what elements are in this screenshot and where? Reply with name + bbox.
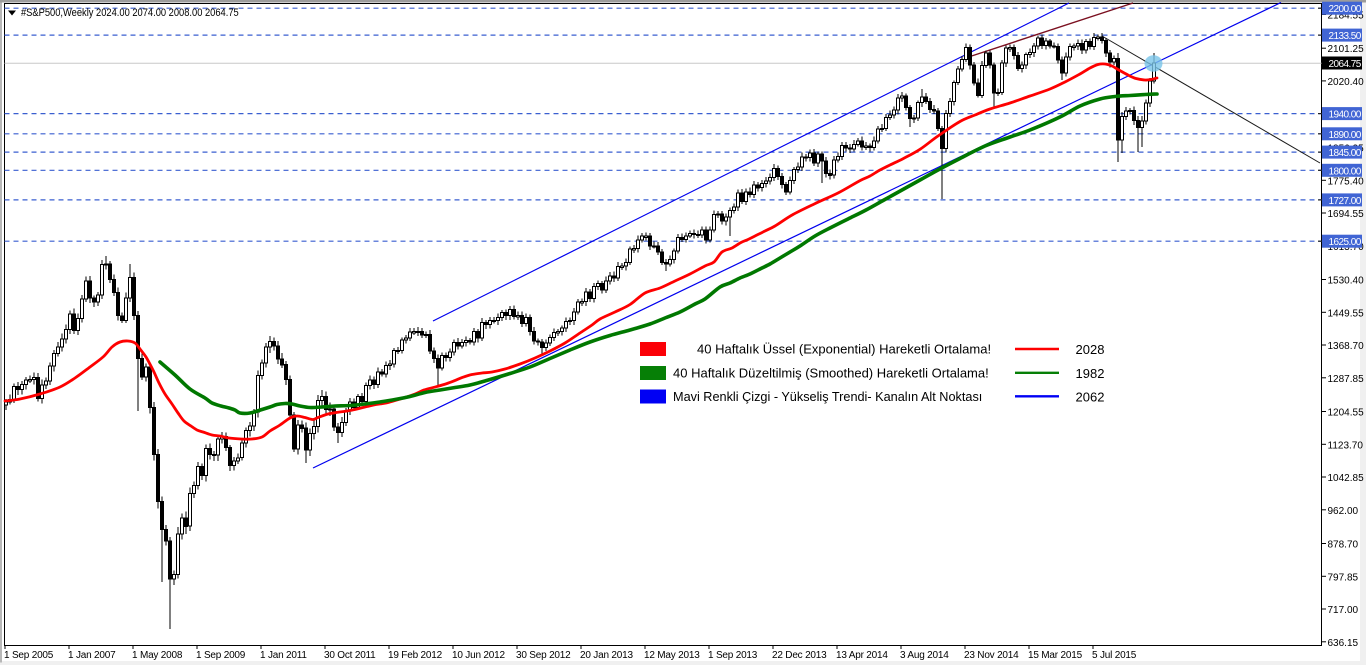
svg-text:1287.85: 1287.85 <box>1328 374 1365 385</box>
svg-text:1800.00: 1800.00 <box>1329 166 1362 177</box>
svg-text:13 Apr 2014: 13 Apr 2014 <box>836 650 888 661</box>
svg-text:2062: 2062 <box>1076 389 1105 404</box>
svg-text:2200.00: 2200.00 <box>1329 4 1362 15</box>
svg-text:962.00: 962.00 <box>1328 506 1359 517</box>
svg-text:40 Haftalık Üssel (Exponential: 40 Haftalık Üssel (Exponential) Hareketl… <box>697 342 991 357</box>
svg-text:1890.00: 1890.00 <box>1329 130 1362 141</box>
svg-text:1 Jan 2011: 1 Jan 2011 <box>260 650 307 661</box>
svg-text:1 Sep 2009: 1 Sep 2009 <box>196 650 246 661</box>
svg-text:1530.40: 1530.40 <box>1328 276 1365 287</box>
svg-text:40 Haftalık Düzeltilmiş (Smoot: 40 Haftalık Düzeltilmiş (Smoothed) Harek… <box>673 365 989 380</box>
svg-text:797.85: 797.85 <box>1328 572 1359 583</box>
svg-text:Mavi Renkli Çizgi - Yükseliş T: Mavi Renkli Çizgi - Yükseliş Trendi- Kan… <box>673 390 982 404</box>
svg-text:20 Jan 2013: 20 Jan 2013 <box>580 650 633 661</box>
svg-text:2101.25: 2101.25 <box>1328 44 1365 55</box>
svg-text:19 Feb 2012: 19 Feb 2012 <box>388 650 443 661</box>
svg-text:5 Jul 2015: 5 Jul 2015 <box>1092 650 1137 661</box>
svg-text:1625.00: 1625.00 <box>1329 237 1362 248</box>
svg-text:1 Jan 2007: 1 Jan 2007 <box>68 650 116 661</box>
svg-text:12 May 2013: 12 May 2013 <box>644 650 700 661</box>
svg-text:1775.40: 1775.40 <box>1328 176 1365 187</box>
svg-text:10 Jun 2012: 10 Jun 2012 <box>452 650 505 661</box>
svg-text:15 Mar 2015: 15 Mar 2015 <box>1028 650 1083 661</box>
svg-text:1 Sep 2005: 1 Sep 2005 <box>4 650 54 661</box>
svg-text:30 Oct 2011: 30 Oct 2011 <box>324 650 376 661</box>
svg-text:1042.85: 1042.85 <box>1328 473 1365 484</box>
svg-text:1204.55: 1204.55 <box>1328 408 1365 419</box>
svg-text:23 Nov 2014: 23 Nov 2014 <box>964 650 1019 661</box>
svg-text:2064.75: 2064.75 <box>1329 59 1362 70</box>
svg-text:2028: 2028 <box>1076 342 1105 357</box>
svg-text:1694.55: 1694.55 <box>1328 209 1365 220</box>
svg-text:3 Aug 2014: 3 Aug 2014 <box>900 650 949 661</box>
svg-text:636.15: 636.15 <box>1328 638 1359 649</box>
svg-text:1449.55: 1449.55 <box>1328 308 1365 319</box>
svg-text:2184.55: 2184.55 <box>1328 11 1365 22</box>
svg-text:#S&P500,Weekly 2024.00 2074.0: #S&P500,Weekly 2024.00 2074.00 2008.00 2… <box>21 7 239 19</box>
svg-text:30 Sep 2012: 30 Sep 2012 <box>516 650 571 661</box>
svg-text:1982: 1982 <box>1076 366 1105 381</box>
svg-text:1727.00: 1727.00 <box>1329 196 1362 207</box>
svg-text:22 Dec 2013: 22 Dec 2013 <box>772 650 827 661</box>
svg-text:1368.70: 1368.70 <box>1328 341 1365 352</box>
svg-text:2133.50: 2133.50 <box>1329 31 1362 42</box>
svg-text:1 May 2008: 1 May 2008 <box>132 650 183 661</box>
svg-text:1940.00: 1940.00 <box>1329 110 1362 121</box>
svg-text:878.70: 878.70 <box>1328 540 1359 551</box>
svg-text:2020.40: 2020.40 <box>1328 77 1365 88</box>
svg-text:1845.00: 1845.00 <box>1329 148 1362 159</box>
svg-text:1123.70: 1123.70 <box>1328 440 1364 451</box>
svg-text:717.00: 717.00 <box>1328 605 1359 616</box>
svg-text:1 Sep 2013: 1 Sep 2013 <box>708 650 758 661</box>
